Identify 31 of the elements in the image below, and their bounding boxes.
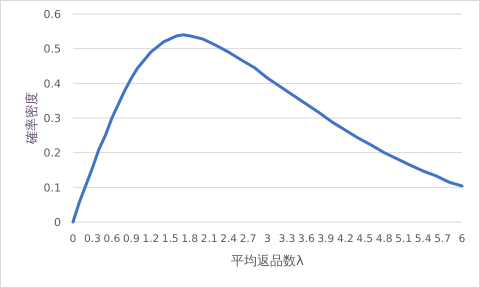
y-tick-label: 0.6 xyxy=(44,8,61,21)
x-axis-title: 平均返品数λ xyxy=(231,254,304,269)
x-tick-label: 1.5 xyxy=(162,233,179,245)
y-tick-label: 0 xyxy=(54,216,61,229)
x-tick-label: 1.2 xyxy=(142,233,160,245)
x-tick-label: 3.6 xyxy=(298,233,316,245)
x-tick-label: 4.2 xyxy=(336,233,354,245)
y-tick-label: 0.3 xyxy=(44,112,61,125)
y-tick-label: 0.4 xyxy=(44,77,61,90)
x-tick-label: 0.3 xyxy=(84,233,101,245)
x-tick-label: 5.7 xyxy=(434,233,451,245)
x-tick-label: 3.9 xyxy=(318,233,334,245)
x-tick-label: 5.1 xyxy=(395,233,412,245)
x-tick-label: 1.8 xyxy=(181,233,198,245)
y-axis-title: 確率密度 xyxy=(24,92,40,145)
x-tick-label: 3.3 xyxy=(278,233,296,245)
y-tick-label: 0.5 xyxy=(44,42,61,56)
x-tick-label: 4.8 xyxy=(376,233,393,245)
line-series xyxy=(72,33,464,224)
x-tick-label: 2.4 xyxy=(220,233,238,245)
x-tick-label: 0.9 xyxy=(123,233,140,245)
x-tick-label: 5.4 xyxy=(414,233,432,245)
x-tick-label: 2.7 xyxy=(240,233,256,245)
x-tick-label: 6 xyxy=(458,233,466,245)
y-tick-label: 0.1 xyxy=(44,181,61,194)
x-tick-label: 3 xyxy=(264,233,271,245)
y-tick-label: 0.2 xyxy=(44,146,61,160)
x-tick-label: 4.5 xyxy=(356,233,374,245)
x-tick-label: 2.1 xyxy=(200,233,218,245)
x-tick-label: 0.6 xyxy=(104,233,121,245)
x-tick-label: 0 xyxy=(70,233,76,245)
